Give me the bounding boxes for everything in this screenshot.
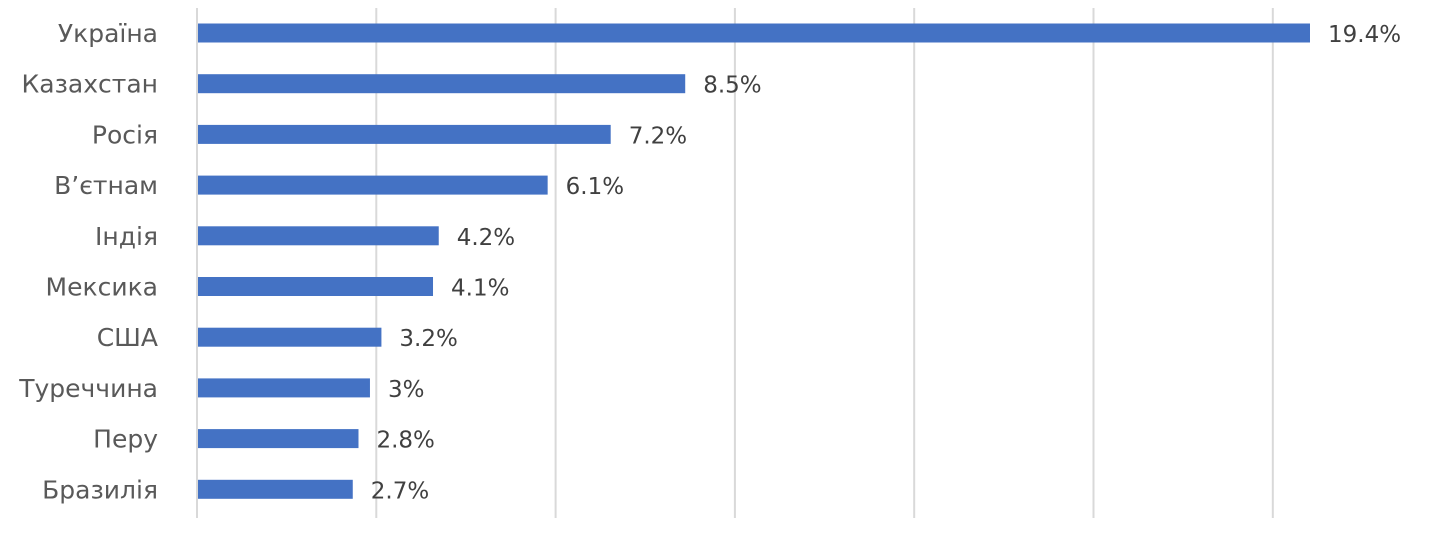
value-labels: 19.4% 8.5% 7.2%6.1% 4.2% 4.1% 3.2% 3% 2.8% 2.7% [371, 22, 1401, 504]
bar [198, 378, 370, 398]
category-labels: Україна Казахстан Росія В’єтнам Індія Мексика… [18, 19, 158, 504]
value-label: 2.7% [371, 478, 429, 504]
category-label: Казахстан [22, 70, 158, 99]
value-label: 4.1% [451, 276, 509, 302]
bar [198, 124, 611, 144]
category-label: Мексика [46, 273, 158, 302]
value-label: 7.2% [629, 123, 687, 149]
value-label: 6.1% [566, 174, 624, 200]
category-label: Туреччина [18, 374, 158, 403]
value-label: 4.2% [457, 225, 515, 251]
category-label: США [97, 323, 158, 352]
category-label: Бразилія [42, 475, 158, 504]
value-label: 3% [388, 377, 425, 403]
value-label: 19.4% [1328, 22, 1401, 48]
value-label: 8.5% [703, 73, 761, 99]
category-label: Україна [58, 19, 158, 48]
category-label: Індія [95, 222, 158, 251]
category-label: В’єтнам [54, 171, 158, 200]
bar [198, 74, 686, 94]
bar [198, 175, 548, 195]
category-label: Перу [93, 425, 158, 454]
bar [198, 226, 439, 246]
bar [198, 429, 359, 449]
bar [198, 327, 382, 347]
bar [198, 23, 1310, 43]
category-label: Росія [92, 120, 158, 149]
bar [198, 479, 353, 499]
bars [198, 23, 1310, 499]
value-label: 3.2% [399, 326, 457, 352]
value-label: 2.8% [376, 428, 434, 454]
bar [198, 277, 434, 296]
